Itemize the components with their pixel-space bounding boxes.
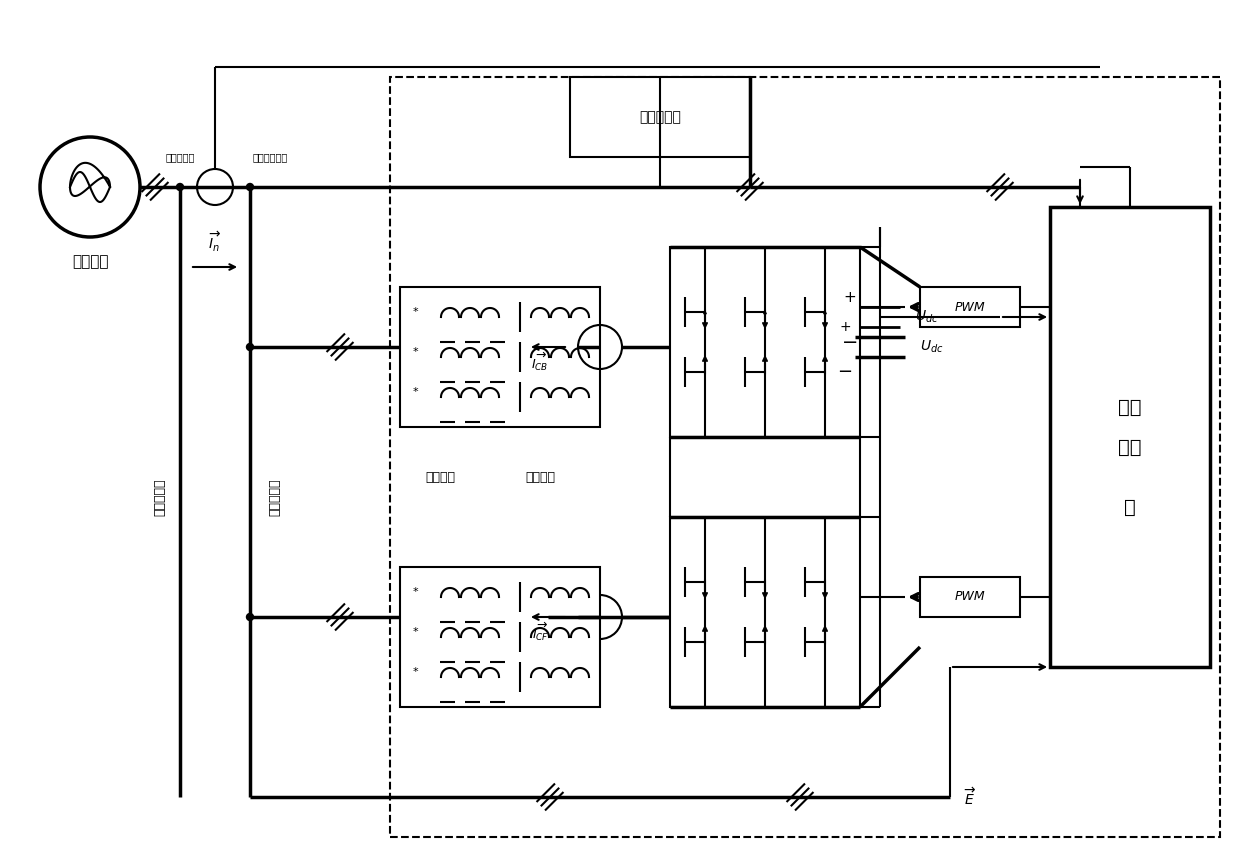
Text: $\overrightarrow{I_{CF}}$: $\overrightarrow{I_{CF}}$	[532, 621, 548, 643]
Text: $\overrightarrow{E}$: $\overrightarrow{E}$	[963, 786, 976, 808]
Text: PWM: PWM	[955, 590, 986, 603]
Circle shape	[247, 343, 253, 350]
Text: *: *	[412, 347, 418, 357]
Text: +: +	[843, 290, 857, 304]
Bar	[401, 567, 600, 707]
Text: 前向组母线: 前向组母线	[154, 479, 166, 516]
Circle shape	[247, 184, 253, 191]
Bar	[920, 577, 1021, 617]
Text: 器: 器	[1125, 498, 1136, 517]
Bar	[670, 517, 861, 707]
Text: *: *	[412, 667, 418, 677]
Text: 非线性负载: 非线性负载	[639, 110, 681, 124]
Text: 负载侧补偿点: 负载侧补偿点	[253, 152, 288, 162]
Text: $U_{dc}$: $U_{dc}$	[915, 309, 939, 325]
Text: 单元: 单元	[1118, 397, 1142, 416]
Bar	[391, 77, 1220, 837]
Circle shape	[247, 614, 253, 621]
Text: +: +	[839, 320, 851, 334]
Text: $\overrightarrow{I_n}$: $\overrightarrow{I_n}$	[208, 230, 222, 254]
Text: *: *	[412, 307, 418, 317]
Text: 并网电感: 并网电感	[525, 471, 556, 484]
Circle shape	[176, 184, 184, 191]
Text: −: −	[837, 363, 853, 381]
Bar	[570, 77, 750, 157]
Text: *: *	[412, 627, 418, 637]
Bar	[670, 247, 861, 437]
Text: 三相电网: 三相电网	[72, 255, 108, 270]
Text: 网侧补偿点: 网侧补偿点	[165, 152, 195, 162]
Bar	[401, 287, 600, 427]
Bar	[1050, 207, 1210, 667]
Text: PWM: PWM	[955, 301, 986, 314]
Text: $U_{dc}$: $U_{dc}$	[920, 339, 944, 355]
Text: −: −	[842, 333, 858, 351]
Text: 共模电感: 共模电感	[425, 471, 455, 484]
Text: *: *	[412, 387, 418, 397]
Text: *: *	[412, 587, 418, 597]
Text: 后向组母线: 后向组母线	[269, 479, 281, 516]
Bar	[920, 287, 1021, 327]
Text: $\overrightarrow{I_{CB}}$: $\overrightarrow{I_{CB}}$	[532, 351, 548, 373]
Text: 控制: 控制	[1118, 438, 1142, 457]
